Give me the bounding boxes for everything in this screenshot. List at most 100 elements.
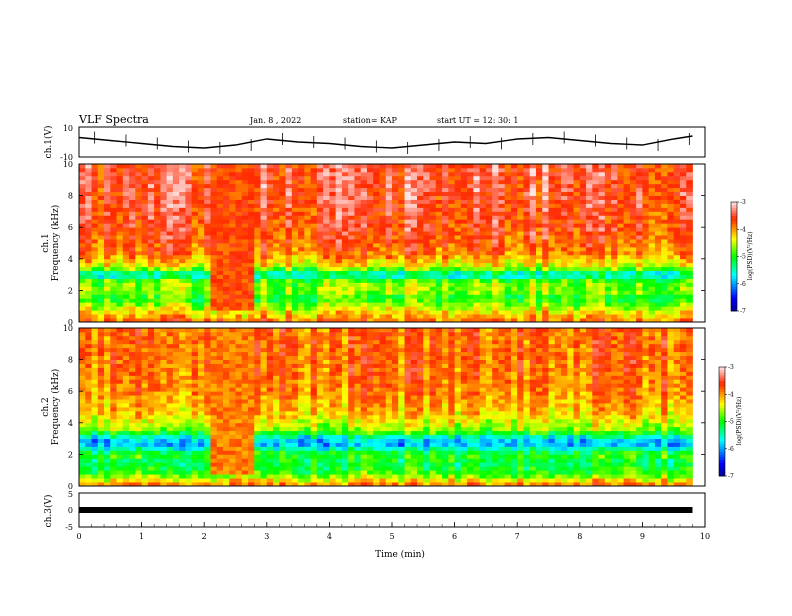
spectrogram-cell: [298, 314, 305, 318]
spectrogram-cell: [92, 439, 99, 443]
spectrogram-cell: [117, 227, 124, 231]
spectrogram-cell: [292, 259, 299, 263]
spectrogram-cell: [210, 427, 217, 431]
spectrogram-cell: [104, 263, 111, 267]
spectrogram-cell: [173, 470, 180, 474]
spectrogram-cell: [386, 204, 393, 208]
spectrogram-cell: [204, 415, 211, 419]
spectrogram-cell: [379, 286, 386, 290]
spectrogram-cell: [599, 219, 606, 223]
spectrogram-cell: [642, 172, 649, 176]
spectrogram-cell: [85, 227, 92, 231]
spectrogram-cell: [204, 478, 211, 482]
spectrogram-cell: [586, 290, 593, 294]
spectrogram-cell: [210, 379, 217, 383]
spectrogram-cell: [461, 275, 468, 279]
spectrogram-cell: [667, 298, 674, 302]
spectrogram-cell: [92, 200, 99, 204]
spectrogram-cell: [580, 196, 587, 200]
spectrogram-cell: [442, 188, 449, 192]
spectrogram-cell: [536, 231, 543, 235]
spectrogram-cell: [154, 403, 161, 407]
spectrogram-cell: [536, 219, 543, 223]
spectrogram-cell: [148, 168, 155, 172]
spectrogram-cell: [486, 247, 493, 251]
spectrogram-cell: [624, 192, 631, 196]
spectrogram-cell: [92, 399, 99, 403]
spectrogram-cell: [217, 227, 224, 231]
spectrogram-cell: [167, 207, 174, 211]
spectrogram-cell: [179, 164, 186, 168]
spectrogram-cell: [223, 247, 230, 251]
spectrogram-cell: [523, 200, 530, 204]
spectrogram-cell: [448, 286, 455, 290]
spectrogram-cell: [430, 219, 437, 223]
spectrogram-cell: [630, 227, 637, 231]
spectrogram-cell: [298, 235, 305, 239]
spectrogram-cell: [198, 356, 205, 360]
spectrogram-cell: [561, 223, 568, 227]
spectrogram-cell: [599, 200, 606, 204]
spectrogram-cell: [217, 215, 224, 219]
spectrogram-cell: [92, 176, 99, 180]
spectrogram-cell: [261, 211, 268, 215]
spectrogram-cell: [279, 207, 286, 211]
spectrogram-cell: [511, 184, 518, 188]
spectrogram-cell: [223, 407, 230, 411]
spectrogram-cell: [92, 290, 99, 294]
spectrogram-cell: [323, 200, 330, 204]
spectrogram-cell: [348, 207, 355, 211]
spectrogram-cell: [179, 348, 186, 352]
spectrogram-cell: [549, 290, 556, 294]
spectrogram-cell: [348, 200, 355, 204]
spectrogram-cell: [599, 164, 606, 168]
spectrogram-cell: [661, 271, 668, 275]
spectrogram-cell: [110, 243, 117, 247]
spectrogram-cell: [611, 283, 618, 287]
spectrogram-cell: [423, 298, 430, 302]
spectrogram-cell: [286, 235, 293, 239]
spectrogram-cell: [142, 314, 149, 318]
spectrogram-cell: [148, 298, 155, 302]
spectrogram-cell: [85, 286, 92, 290]
spectrogram-cell: [642, 267, 649, 271]
spectrogram-cell: [135, 407, 142, 411]
spectrogram-cell: [210, 411, 217, 415]
spectrogram-cell: [411, 255, 418, 259]
spectrogram-cell: [185, 247, 192, 251]
spectrogram-cell: [636, 196, 643, 200]
spectrogram-cell: [655, 200, 662, 204]
spectrogram-cell: [210, 470, 217, 474]
spectrogram-cell: [542, 192, 549, 196]
spectrogram-cell: [110, 223, 117, 227]
spectrogram-cell: [580, 176, 587, 180]
spectrogram-cell: [354, 267, 361, 271]
spectrogram-cell: [567, 188, 574, 192]
spectrogram-cell: [580, 235, 587, 239]
spectrogram-cell: [492, 223, 499, 227]
spectrogram-cell: [505, 223, 512, 227]
spectrogram-cell: [110, 286, 117, 290]
spectrogram-cell: [599, 243, 606, 247]
spectrogram-cell: [154, 383, 161, 387]
spectrogram-cell: [549, 180, 556, 184]
spectrogram-cell: [248, 275, 255, 279]
spectrogram-cell: [480, 271, 487, 275]
spectrogram-cell: [455, 251, 462, 255]
spectrogram-cell: [286, 204, 293, 208]
spectrogram-cell: [98, 415, 105, 419]
spectrogram-cell: [104, 427, 111, 431]
spectrogram-cell: [142, 259, 149, 263]
spectrogram-cell: [430, 231, 437, 235]
spectrogram-cell: [98, 184, 105, 188]
spectrogram-cell: [123, 407, 130, 411]
spectrogram-cell: [217, 403, 224, 407]
spectrogram-cell: [279, 310, 286, 314]
spectrogram-cell: [142, 207, 149, 211]
spectrogram-cell: [79, 470, 86, 474]
spectrogram-cell: [655, 172, 662, 176]
spectrogram-cell: [192, 383, 199, 387]
spectrogram-cell: [636, 251, 643, 255]
spectrogram-cell: [248, 314, 255, 318]
spectrogram-cell: [229, 415, 236, 419]
